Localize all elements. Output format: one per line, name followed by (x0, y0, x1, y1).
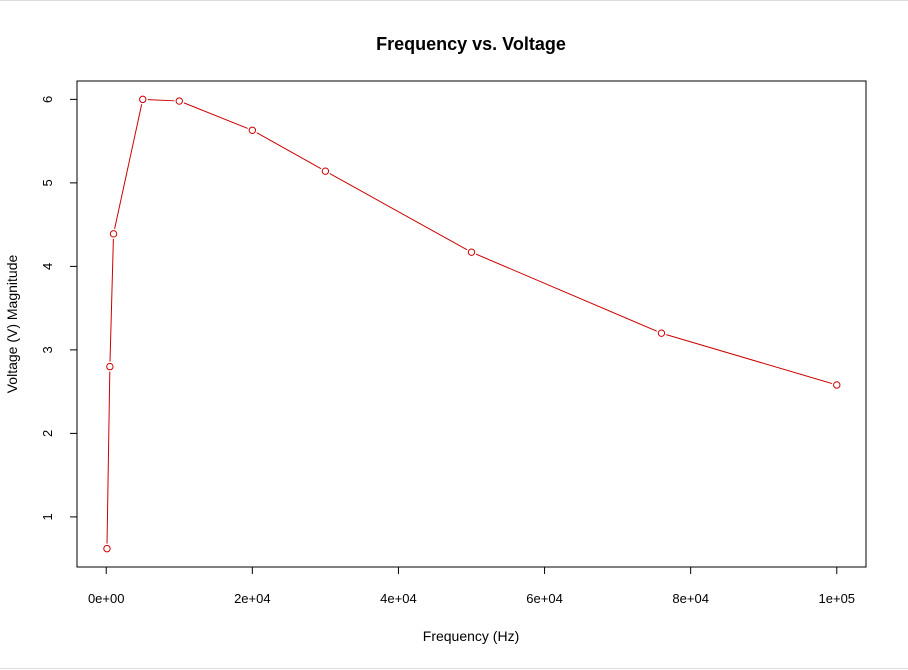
y-tick-label: 3 (40, 346, 55, 353)
series-line-segment (109, 238, 114, 362)
x-tick-label: 2e+04 (234, 591, 271, 606)
chart-title: Frequency vs. Voltage (376, 34, 566, 54)
x-axis-label: Frequency (Hz) (423, 628, 519, 644)
x-axis: 0e+00 2e+04 4e+04 6e+04 8e+04 1e+05 (88, 566, 856, 606)
y-axis: 1 2 3 4 5 6 (40, 96, 78, 521)
series-line-segment (147, 99, 175, 102)
data-point (103, 544, 111, 553)
y-tick-label: 2 (40, 430, 55, 437)
x-tick-label: 4e+04 (380, 591, 417, 606)
series-line-segment (666, 334, 833, 385)
data-point (321, 167, 330, 175)
data-point (109, 230, 118, 238)
series-line-segment (329, 173, 468, 251)
x-tick-label: 0e+00 (88, 591, 125, 606)
y-axis-label: Voltage (V) Magnitude (4, 255, 20, 394)
data-point (467, 248, 476, 256)
data-point (106, 362, 114, 371)
data-point (657, 329, 666, 337)
series-layer (103, 95, 841, 553)
y-tick-label: 4 (40, 263, 55, 270)
x-tick-label: 8e+04 (672, 591, 709, 606)
x-tick-label: 6e+04 (526, 591, 563, 606)
series-line-segment (183, 102, 248, 129)
data-point (833, 381, 841, 389)
series-line-segment (475, 253, 658, 332)
series-line-segment (114, 104, 143, 230)
y-tick-label: 6 (40, 96, 55, 103)
series-line-segment (256, 132, 322, 170)
data-point (175, 97, 183, 105)
data-point (139, 95, 147, 104)
series-line-segment (106, 371, 111, 544)
y-tick-label: 5 (40, 179, 55, 186)
x-tick-label: 1e+05 (819, 591, 856, 606)
plot-box (76, 80, 867, 568)
y-tick-label: 1 (40, 513, 55, 520)
data-point (248, 126, 257, 134)
